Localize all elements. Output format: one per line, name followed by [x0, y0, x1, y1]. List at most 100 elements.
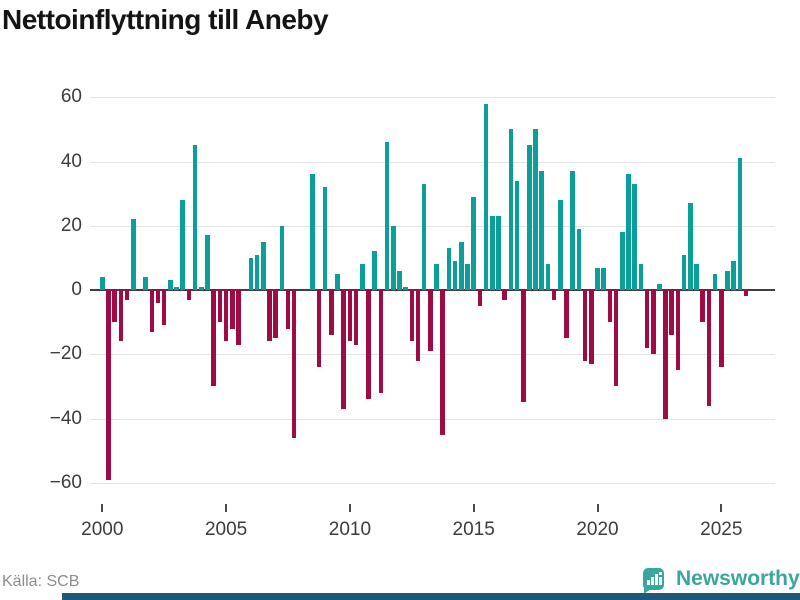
- negative-quarter-bar: [415, 290, 421, 361]
- positive-quarter-bar: [514, 180, 520, 290]
- negative-quarter-bar: [719, 290, 724, 368]
- gridline: [90, 97, 775, 99]
- gridline: [90, 354, 775, 356]
- positive-quarter-bar: [626, 174, 631, 290]
- negative-quarter-bar: [502, 290, 507, 300]
- y-axis-tick-label: −40: [49, 407, 82, 429]
- positive-quarter-bar: [725, 270, 730, 290]
- negative-quarter-bar: [650, 290, 656, 355]
- positive-quarter-bar: [712, 273, 718, 290]
- y-axis-tick-label: −60: [49, 471, 82, 493]
- positive-quarter-bar: [335, 273, 340, 290]
- positive-quarter-bar: [248, 257, 254, 290]
- positive-quarter-bar: [384, 142, 390, 290]
- positive-quarter-bar: [459, 241, 464, 290]
- positive-quarter-bar: [539, 171, 545, 290]
- positive-quarter-bar: [638, 264, 644, 290]
- positive-quarter-bar: [737, 158, 743, 290]
- positive-quarter-bar: [130, 219, 136, 290]
- positive-quarter-bar: [483, 103, 489, 290]
- negative-quarter-bar: [161, 290, 167, 326]
- newsworthy-logo[interactable]: Newsworthy: [643, 567, 800, 594]
- newsworthy-logo-icon: [643, 568, 664, 594]
- gridline: [90, 225, 775, 227]
- positive-quarter-bar: [570, 171, 576, 290]
- positive-quarter-bar: [576, 228, 582, 290]
- negative-quarter-bar: [582, 290, 588, 361]
- positive-quarter-bar: [310, 174, 316, 290]
- negative-quarter-bar: [347, 290, 353, 342]
- x-axis-tick: [596, 504, 599, 512]
- negative-quarter-bar: [223, 290, 229, 342]
- positive-quarter-bar: [397, 270, 402, 290]
- positive-quarter-bar: [527, 145, 532, 290]
- positive-quarter-bar: [632, 183, 637, 290]
- negative-quarter-bar: [112, 290, 117, 323]
- positive-quarter-bar: [372, 251, 377, 290]
- positive-quarter-bar: [421, 183, 427, 290]
- x-axis-year-label: 2015: [452, 519, 495, 540]
- positive-quarter-bar: [545, 264, 551, 290]
- negative-quarter-bar: [366, 290, 371, 400]
- positive-quarter-bar: [558, 200, 563, 290]
- bottom-accent-bar: [62, 593, 800, 600]
- y-axis-tick-label: −20: [49, 343, 82, 365]
- positive-quarter-bar: [496, 216, 501, 290]
- positive-quarter-bar: [100, 277, 105, 290]
- negative-quarter-bar: [700, 290, 706, 323]
- positive-quarter-bar: [465, 264, 470, 290]
- negative-quarter-bar: [273, 290, 278, 339]
- negative-quarter-bar: [186, 290, 192, 300]
- negative-quarter-bar: [607, 290, 613, 323]
- negative-quarter-bar: [124, 290, 130, 300]
- negative-quarter-bar: [477, 290, 483, 307]
- negative-quarter-bar: [613, 290, 619, 387]
- negative-quarter-bar: [236, 290, 241, 345]
- positive-quarter-bar: [192, 145, 198, 290]
- negative-quarter-bar: [211, 290, 216, 387]
- positive-quarter-bar: [601, 267, 606, 290]
- positive-quarter-bar: [279, 225, 285, 290]
- positive-quarter-bar: [403, 286, 408, 290]
- gridline: [90, 418, 775, 420]
- negative-quarter-bar: [551, 290, 557, 300]
- negative-quarter-bar: [285, 290, 291, 329]
- negative-quarter-bar: [353, 290, 359, 345]
- positive-quarter-bar: [508, 129, 514, 290]
- positive-quarter-bar: [533, 129, 538, 290]
- negative-quarter-bar: [329, 290, 334, 335]
- positive-quarter-bar: [619, 232, 625, 290]
- y-axis-tick-label: 40: [60, 150, 82, 172]
- positive-quarter-bar: [657, 283, 662, 290]
- negative-quarter-bar: [118, 290, 124, 342]
- positive-quarter-bar: [260, 241, 266, 290]
- negative-quarter-bar: [267, 290, 272, 342]
- negative-quarter-bar: [409, 290, 415, 342]
- positive-quarter-bar: [471, 196, 476, 290]
- x-axis-tick: [348, 504, 351, 512]
- x-axis-year-label: 2020: [576, 519, 619, 540]
- x-axis-year-label: 2000: [81, 519, 124, 540]
- negative-quarter-bar: [316, 290, 322, 368]
- x-axis-tick: [720, 504, 723, 512]
- x-axis-year-label: 2025: [700, 519, 743, 540]
- positive-quarter-bar: [168, 280, 173, 290]
- negative-quarter-bar: [520, 290, 526, 403]
- gridline: [90, 161, 775, 163]
- negative-quarter-bar: [663, 290, 668, 419]
- negative-quarter-bar: [155, 290, 161, 303]
- negative-quarter-bar: [440, 290, 446, 435]
- negative-quarter-bar: [644, 290, 650, 348]
- positive-quarter-bar: [595, 267, 600, 290]
- positive-quarter-bar: [694, 264, 699, 290]
- positive-quarter-bar: [681, 254, 687, 290]
- positive-quarter-bar: [688, 203, 693, 290]
- positive-quarter-bar: [199, 286, 204, 290]
- positive-quarter-bar: [731, 261, 736, 290]
- negative-quarter-bar: [743, 290, 749, 297]
- negative-quarter-bar: [378, 290, 384, 393]
- positive-quarter-bar: [390, 225, 396, 290]
- negative-quarter-bar: [217, 290, 223, 323]
